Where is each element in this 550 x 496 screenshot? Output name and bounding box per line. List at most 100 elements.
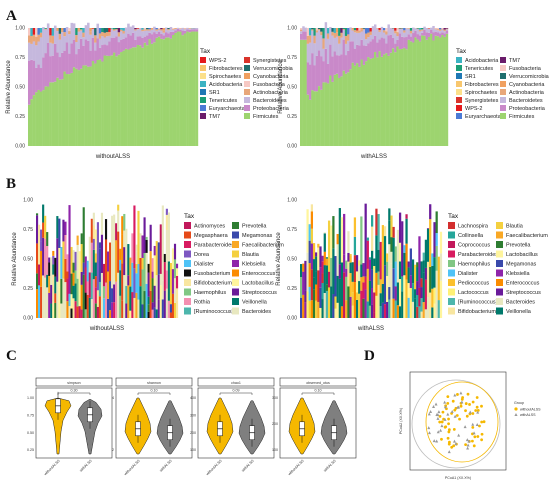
- bar-segment: [378, 51, 381, 146]
- p-value-label: 0.09: [233, 389, 240, 393]
- legend-swatch: [200, 81, 206, 87]
- bar-segment: [122, 33, 126, 39]
- bar-segment: [426, 261, 430, 298]
- legend-label: Bacteroidetes: [253, 98, 287, 104]
- bar-segment: [390, 237, 393, 252]
- bar-segment: [353, 217, 357, 237]
- bar-segment: [100, 272, 104, 318]
- legend-label: Fusobacteria: [253, 82, 286, 88]
- bar-segment: [388, 220, 391, 245]
- bar-segment: [28, 28, 31, 36]
- bar-segment: [193, 31, 196, 146]
- bar-segment: [414, 30, 417, 38]
- bar-segment: [42, 57, 45, 91]
- bar-segment: [385, 31, 388, 35]
- y-tick-label: 400: [190, 396, 196, 400]
- bar-segment: [315, 55, 319, 92]
- bar-segment: [351, 292, 354, 306]
- bar-segment: [330, 225, 333, 258]
- bar-segment: [310, 211, 314, 229]
- bar-segment: [135, 292, 138, 318]
- bar-segment: [89, 34, 92, 51]
- bar-segment: [364, 276, 367, 290]
- bar-segment: [164, 27, 168, 33]
- point-withoutALSS: [472, 444, 476, 448]
- bar-segment: [92, 249, 95, 280]
- bar-segment: [76, 244, 79, 279]
- bar-segment: [139, 286, 142, 318]
- bar-segment: [380, 56, 384, 146]
- bar-segment: [302, 263, 305, 272]
- bar-segment: [40, 229, 43, 242]
- bar-segment: [365, 28, 368, 34]
- bar-segment: [66, 301, 69, 318]
- bar-segment: [109, 242, 112, 282]
- bar-segment: [424, 279, 428, 310]
- bar-segment: [72, 272, 75, 286]
- bar-segment: [433, 222, 436, 258]
- bar-segment: [135, 244, 138, 252]
- legend-swatch: [448, 231, 455, 239]
- bar-segment: [117, 32, 121, 37]
- bar-segment: [40, 286, 43, 318]
- point-withALSS: [439, 428, 443, 432]
- bar-segment: [367, 43, 370, 58]
- y-tick-label: 0.25: [23, 286, 33, 292]
- bar-segment: [92, 238, 95, 250]
- bar-segment: [331, 31, 334, 36]
- bar-segment: [321, 273, 324, 284]
- bar-segment: [143, 42, 147, 146]
- bar-segment: [390, 251, 393, 264]
- legend-swatch: [244, 113, 250, 119]
- bar-segment: [317, 301, 320, 318]
- bar-segment: [117, 28, 121, 33]
- bar-segment: [376, 28, 379, 43]
- bar-segment: [79, 28, 83, 30]
- legend-swatch: [496, 279, 503, 286]
- bar-segment: [162, 30, 166, 33]
- point-withALSS: [436, 413, 440, 417]
- bar-segment: [319, 287, 322, 308]
- bar-segment: [347, 72, 350, 146]
- bar-segment: [115, 29, 118, 31]
- bar-segment: [302, 294, 305, 318]
- bar-segment: [386, 261, 389, 277]
- bar-segment: [98, 59, 102, 147]
- bar-segment: [427, 28, 431, 33]
- bar-segment: [321, 299, 324, 318]
- legend-label: Proteobacteria: [253, 106, 290, 112]
- bar-segment: [392, 298, 395, 318]
- bar-segment: [335, 28, 339, 33]
- bar-segment: [371, 288, 374, 305]
- bar-segment: [115, 28, 118, 30]
- bar-segment: [63, 28, 66, 33]
- point-withoutALSS: [478, 424, 481, 428]
- bar-segment: [163, 290, 166, 318]
- bar-segment: [157, 274, 160, 300]
- bar-segment: [441, 28, 444, 29]
- bar-segment: [424, 309, 428, 318]
- bar-segment: [94, 253, 97, 263]
- bar-segment: [51, 55, 55, 83]
- bar-segment: [416, 281, 419, 296]
- bar-segment: [338, 77, 341, 146]
- bar-segment: [321, 283, 324, 300]
- bar-segment: [133, 297, 136, 318]
- bar-segment: [161, 299, 164, 318]
- bar-segment: [362, 45, 366, 65]
- bar-segment: [82, 45, 85, 66]
- bar-segment: [68, 31, 71, 35]
- bar-segment: [119, 259, 122, 271]
- bar-segment: [388, 287, 391, 300]
- legend-label: Euryarchaeota: [209, 106, 246, 112]
- bar-segment: [356, 44, 359, 64]
- bar-segment: [37, 28, 41, 35]
- bar-segment: [326, 38, 330, 64]
- legend-swatch: [232, 279, 239, 286]
- bar-segment: [88, 297, 91, 318]
- legend-label: Bifidobacterium: [458, 309, 496, 315]
- bar-segment: [70, 72, 74, 146]
- bar-segment: [90, 242, 93, 273]
- legend-label: Bacteroides: [242, 309, 271, 315]
- legend-swatch: [244, 89, 250, 95]
